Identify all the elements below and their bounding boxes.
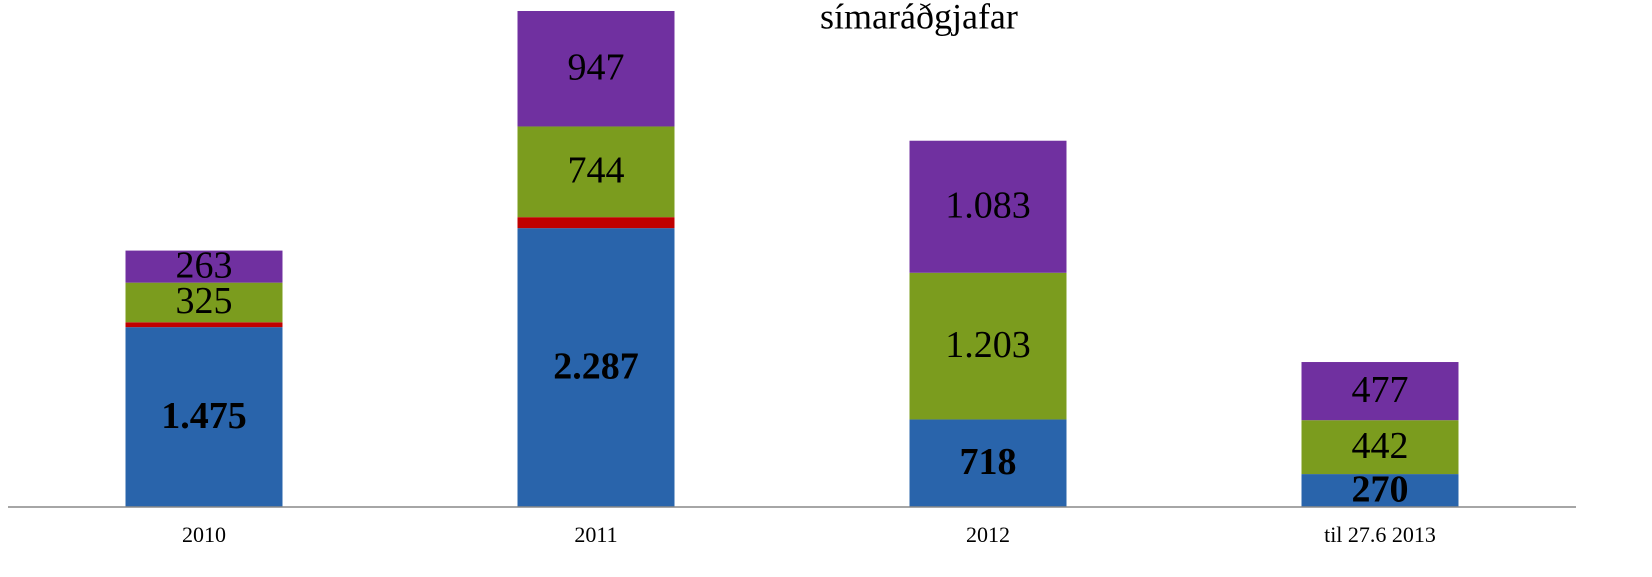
data-label: 1.083 [945, 184, 1031, 226]
bar-segment [1301, 362, 1459, 421]
bar-segment [125, 250, 283, 283]
data-label: 325 [176, 280, 233, 322]
bar-segment [517, 126, 675, 218]
bar-segment [125, 282, 283, 323]
x-tick-label: 2010 [182, 522, 226, 547]
data-label: 744 [568, 150, 625, 192]
bar-segment [517, 228, 675, 508]
x-tick-label: 2011 [574, 522, 617, 547]
bar-segment [125, 322, 283, 328]
data-label: 2.287 [553, 345, 639, 387]
legend-label: símaráðgjafar [820, 0, 1018, 36]
data-label: 1.203 [945, 324, 1031, 366]
x-tick-label: 2012 [966, 522, 1010, 547]
bar-segment [909, 272, 1067, 420]
data-label: 718 [960, 441, 1017, 483]
bar-segment [1301, 474, 1459, 507]
bar-segment [909, 140, 1067, 273]
data-label: 442 [1352, 425, 1409, 467]
bar-segment [517, 217, 675, 229]
data-label: 1.475 [161, 395, 247, 437]
x-tick-label: til 27.6 2013 [1324, 522, 1436, 547]
data-label: 263 [176, 244, 233, 286]
bar-segment [1301, 420, 1459, 475]
data-label: 947 [568, 46, 625, 88]
data-label: 477 [1352, 369, 1409, 411]
bar-segment [125, 327, 283, 507]
bar-segment [517, 10, 675, 127]
data-label: 270 [1352, 468, 1409, 510]
bar-segment [909, 419, 1067, 507]
